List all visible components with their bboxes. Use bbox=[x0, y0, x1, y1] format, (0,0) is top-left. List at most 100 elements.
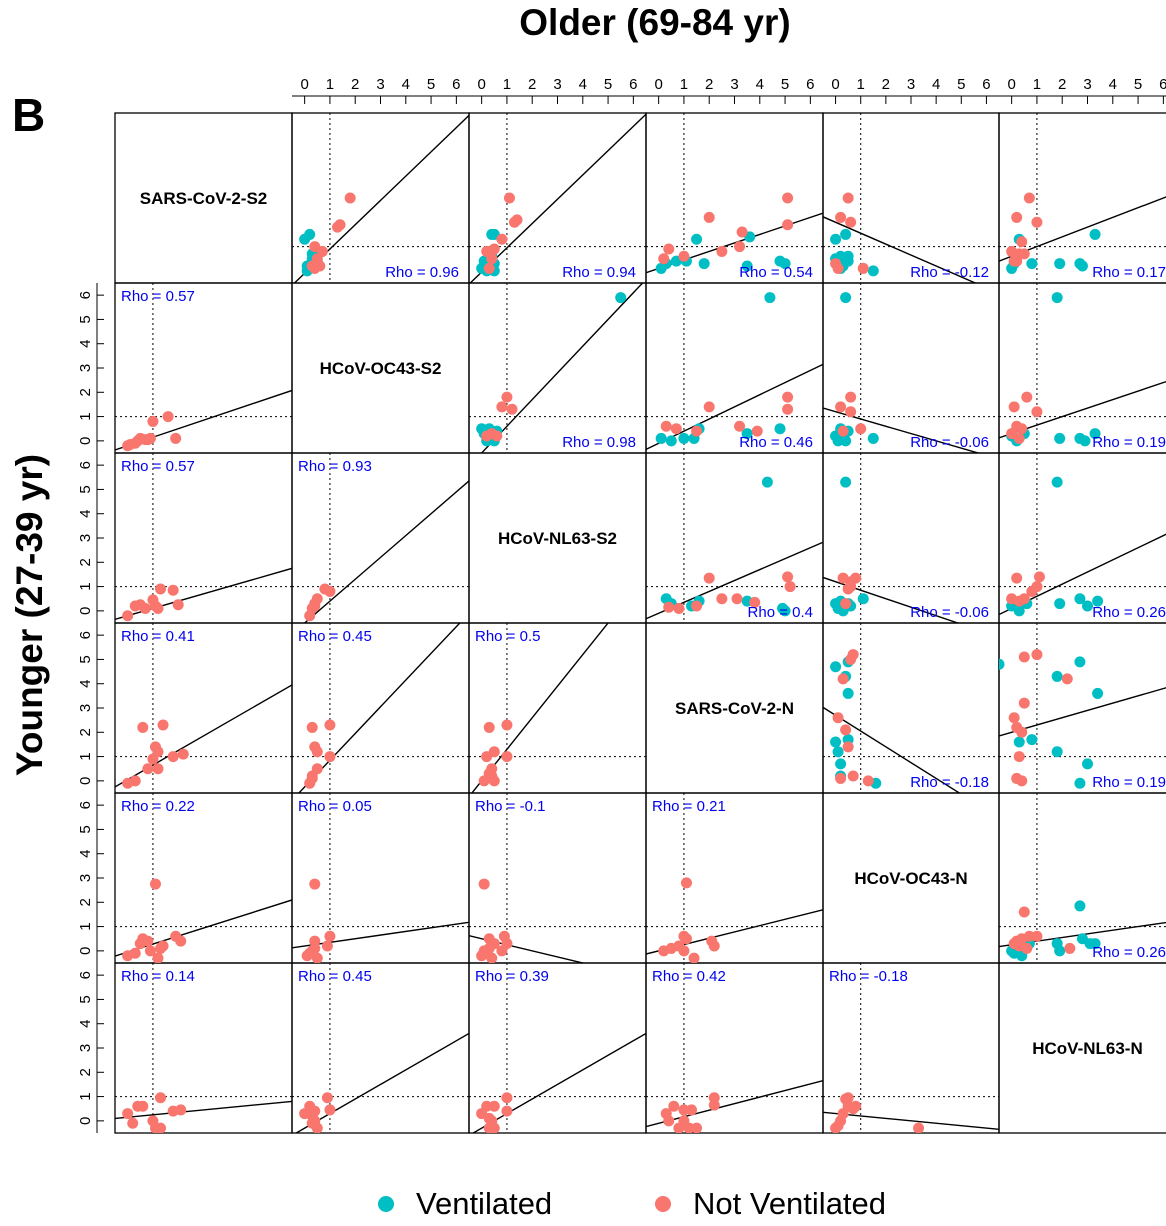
left-tick-label: 1 bbox=[77, 752, 94, 760]
top-tick-label: 0 bbox=[477, 76, 485, 93]
left-tick-label: 0 bbox=[77, 437, 94, 445]
ventilated-point bbox=[666, 435, 677, 446]
rho-label: Rho = -0.1 bbox=[475, 798, 545, 815]
not-ventilated-point bbox=[689, 953, 700, 964]
left-tick-label: 2 bbox=[77, 388, 94, 396]
not-ventilated-point bbox=[838, 673, 849, 684]
not-ventilated-point bbox=[833, 712, 844, 723]
not-ventilated-point bbox=[835, 401, 846, 412]
rho-label: Rho = 0.57 bbox=[121, 458, 195, 475]
not-ventilated-point bbox=[732, 593, 743, 604]
panel-2-5: Rho = 0.26 bbox=[999, 453, 1166, 623]
not-ventilated-point bbox=[163, 411, 174, 422]
not-ventilated-point bbox=[168, 751, 179, 762]
ventilated-point bbox=[678, 433, 689, 444]
left-tick-label: 1 bbox=[77, 1092, 94, 1100]
not-ventilated-point bbox=[1021, 943, 1032, 954]
variable-label: HCoV-NL63-S2 bbox=[498, 529, 617, 548]
ventilated-point bbox=[840, 477, 851, 488]
not-ventilated-point bbox=[324, 931, 335, 942]
not-ventilated-point bbox=[913, 1123, 924, 1134]
ventilated-point bbox=[1074, 900, 1085, 911]
not-ventilated-point bbox=[855, 423, 866, 434]
not-ventilated-point bbox=[673, 603, 684, 614]
not-ventilated-point bbox=[506, 404, 517, 415]
rho-label: Rho = 0.21 bbox=[652, 798, 726, 815]
not-ventilated-point bbox=[1019, 698, 1030, 709]
ventilated-point bbox=[775, 423, 786, 434]
not-ventilated-point bbox=[848, 649, 859, 660]
ventilated-point bbox=[840, 435, 851, 446]
not-ventilated-point bbox=[501, 1106, 512, 1117]
variable-label: HCoV-OC43-N bbox=[854, 869, 967, 888]
top-tick-label: 3 bbox=[1083, 76, 1091, 93]
panel-1-0: Rho = 0.57 bbox=[115, 283, 292, 453]
not-ventilated-point bbox=[322, 941, 333, 952]
ventilated-point bbox=[1079, 435, 1090, 446]
ventilated-point bbox=[994, 659, 1005, 670]
not-ventilated-point bbox=[1009, 401, 1020, 412]
not-ventilated-point bbox=[142, 936, 153, 947]
panel-2-4: Rho = -0.06 bbox=[823, 453, 999, 637]
left-tick-label: 4 bbox=[77, 340, 94, 348]
ventilated-point bbox=[830, 661, 841, 672]
not-ventilated-point bbox=[850, 1101, 861, 1112]
variable-label: SARS-CoV-2-S2 bbox=[140, 189, 268, 208]
not-ventilated-point bbox=[668, 1101, 679, 1112]
ventilated-point bbox=[1054, 433, 1065, 444]
rho-label: Rho = -0.06 bbox=[910, 604, 989, 621]
not-ventilated-point bbox=[1011, 573, 1022, 584]
regression-line bbox=[469, 576, 646, 797]
not-ventilated-point bbox=[704, 212, 715, 223]
not-ventilated-point bbox=[691, 426, 702, 437]
not-ventilated-point bbox=[1031, 217, 1042, 228]
top-tick-label: 6 bbox=[1159, 76, 1166, 93]
not-ventilated-point bbox=[838, 1108, 849, 1119]
not-ventilated-point bbox=[504, 193, 515, 204]
not-ventilated-point bbox=[691, 1123, 702, 1134]
rho-label: Rho = 0.42 bbox=[652, 968, 726, 985]
left-tick-label: 0 bbox=[77, 1117, 94, 1125]
not-ventilated-point bbox=[1009, 712, 1020, 723]
not-ventilated-point bbox=[324, 1104, 335, 1115]
legend-item-not-ventilated: Not Ventilated bbox=[655, 1186, 886, 1222]
left-tick-label: 3 bbox=[77, 704, 94, 712]
ventilated-point bbox=[835, 758, 846, 769]
not-ventilated-point bbox=[150, 879, 161, 890]
panel-0-1: Rho = 0.96 bbox=[292, 113, 469, 285]
ventilated-point bbox=[304, 229, 315, 240]
left-tick-label: 5 bbox=[77, 995, 94, 1003]
ventilated-point bbox=[840, 229, 851, 240]
not-ventilated-point bbox=[152, 763, 163, 774]
rho-label: Rho = 0.4 bbox=[748, 604, 813, 621]
not-ventilated-point bbox=[145, 433, 156, 444]
not-ventilated-point bbox=[1031, 406, 1042, 417]
not-ventilated-point bbox=[479, 879, 490, 890]
not-ventilated-point bbox=[704, 573, 715, 584]
not-ventilated-point bbox=[512, 214, 523, 225]
top-tick-label: 2 bbox=[351, 76, 359, 93]
not-ventilated-point bbox=[1024, 193, 1035, 204]
top-tick-label: 6 bbox=[629, 76, 637, 93]
not-ventilated-point bbox=[737, 227, 748, 238]
rho-label: Rho = 0.45 bbox=[298, 628, 372, 645]
rho-label: Rho = 0.05 bbox=[298, 798, 372, 815]
left-tick-label: 4 bbox=[77, 510, 94, 518]
panel-4-2: Rho = -0.1 bbox=[469, 793, 646, 978]
not-ventilated-point bbox=[130, 775, 141, 786]
left-tick-label: 6 bbox=[77, 801, 94, 809]
rho-label: Rho = 0.57 bbox=[121, 288, 195, 305]
ventilated-point bbox=[868, 433, 879, 444]
not-ventilated-point bbox=[307, 771, 318, 782]
ventilated-point bbox=[830, 737, 841, 748]
not-ventilated-point bbox=[484, 1113, 495, 1124]
panel-2-1: Rho = 0.93 bbox=[292, 453, 469, 634]
panel-5-3: Rho = 0.42 bbox=[646, 963, 823, 1134]
not-ventilated-point bbox=[663, 1115, 674, 1126]
top-tick-label: 0 bbox=[831, 76, 839, 93]
not-ventilated-point bbox=[147, 416, 158, 427]
not-ventilated-point bbox=[484, 263, 495, 274]
ventilated-point bbox=[840, 292, 851, 303]
not-ventilated-point bbox=[671, 423, 682, 434]
left-tick-label: 2 bbox=[77, 1068, 94, 1076]
